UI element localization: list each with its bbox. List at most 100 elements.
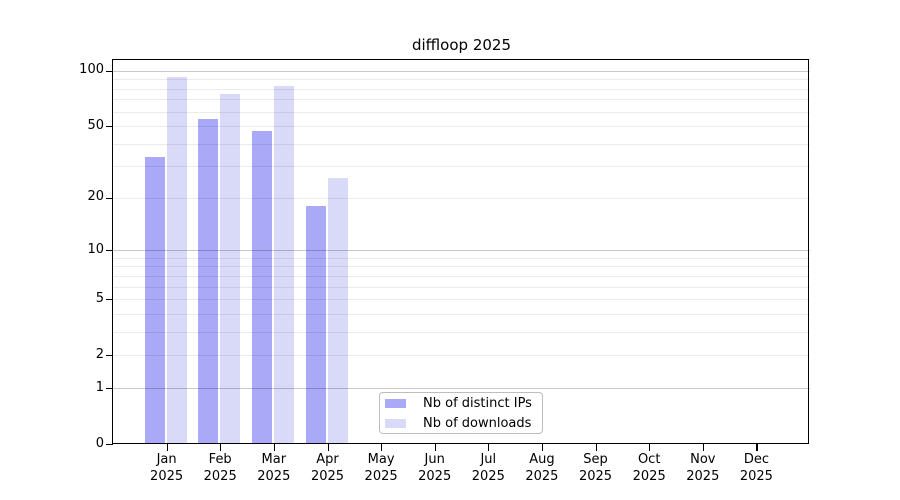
y-tick-label-100: 100 bbox=[79, 62, 104, 78]
x-tick-label-sep: Sep 2025 bbox=[569, 451, 623, 485]
x-tick-mark-sep bbox=[595, 444, 597, 451]
x-tick-mark-apr bbox=[327, 444, 329, 451]
chart-title: diffloop 2025 bbox=[411, 36, 511, 54]
x-tick-year: 2025 bbox=[632, 469, 666, 484]
bar-distinct-ips-apr bbox=[305, 206, 326, 444]
y-tick-mark-50 bbox=[106, 126, 113, 128]
y-tick-label-20: 20 bbox=[87, 189, 104, 205]
x-tick-month: Sep bbox=[583, 452, 608, 467]
x-tick-mark-jun bbox=[434, 444, 436, 451]
x-tick-label-jun: Jun 2025 bbox=[408, 451, 462, 485]
x-tick-month: Mar bbox=[261, 452, 287, 467]
x-tick-year: 2025 bbox=[364, 469, 398, 484]
x-tick-label-oct: Oct 2025 bbox=[622, 451, 676, 485]
x-tick-mark-jan bbox=[166, 444, 168, 451]
x-tick-month: Feb bbox=[208, 452, 232, 467]
y-tick-label-0: 0 bbox=[95, 435, 104, 451]
y-tick-mark-100 bbox=[106, 70, 113, 73]
y-tick-mark-1 bbox=[106, 388, 113, 390]
x-tick-month: Nov bbox=[690, 452, 716, 467]
legend-label-distinct-ips: Nb of distinct IPs bbox=[423, 395, 532, 411]
x-tick-mark-may bbox=[381, 444, 383, 451]
x-tick-label-apr: Apr 2025 bbox=[301, 451, 355, 485]
gridline-minor-70 bbox=[113, 99, 810, 101]
legend: Nb of distinct IPs Nb of downloads bbox=[379, 392, 543, 434]
x-tick-label-jul: Jul 2025 bbox=[461, 451, 515, 485]
x-tick-label-mar: Mar 2025 bbox=[247, 451, 301, 485]
x-tick-year: 2025 bbox=[739, 469, 773, 484]
x-tick-year: 2025 bbox=[257, 469, 291, 484]
bar-distinct-ips-feb bbox=[198, 118, 219, 444]
y-tick-label-5: 5 bbox=[95, 290, 104, 306]
legend-entry-downloads: Nb of downloads bbox=[380, 415, 542, 432]
x-tick-mark-jul bbox=[488, 444, 490, 451]
gridline-minor-4 bbox=[113, 313, 810, 315]
x-tick-mark-dec bbox=[756, 444, 758, 451]
x-tick-mark-feb bbox=[220, 444, 222, 451]
x-tick-label-dec: Dec 2025 bbox=[729, 451, 783, 485]
gridline-minor-8 bbox=[113, 266, 810, 268]
gridline-minor-7 bbox=[113, 275, 810, 277]
x-tick-month: Jun bbox=[424, 452, 445, 467]
gridline-minor-9 bbox=[113, 257, 810, 259]
bar-distinct-ips-jan bbox=[144, 156, 165, 444]
x-tick-year: 2025 bbox=[310, 469, 345, 484]
y-tick-mark-10 bbox=[106, 250, 113, 252]
gridline-minor-40 bbox=[113, 143, 810, 145]
x-tick-year: 2025 bbox=[150, 469, 184, 484]
x-tick-month: Jan bbox=[156, 452, 177, 467]
gridline-minor-80 bbox=[113, 88, 810, 90]
x-tick-label-jan: Jan 2025 bbox=[140, 451, 194, 485]
gridline-minor-5 bbox=[113, 299, 810, 301]
gridline-minor-20 bbox=[113, 197, 810, 199]
legend-entry-distinct-ips: Nb of distinct IPs bbox=[380, 395, 542, 412]
x-tick-month: Dec bbox=[743, 452, 769, 467]
x-tick-year: 2025 bbox=[686, 469, 720, 484]
bar-downloads-apr bbox=[327, 177, 348, 444]
x-tick-mark-aug bbox=[541, 444, 544, 451]
gridline-minor-90 bbox=[113, 79, 810, 81]
legend-label-downloads: Nb of downloads bbox=[423, 415, 532, 431]
gridline-minor-60 bbox=[113, 111, 810, 113]
x-tick-year: 2025 bbox=[578, 469, 613, 484]
x-tick-mark-nov bbox=[702, 444, 704, 451]
y-tick-label-10: 10 bbox=[87, 241, 104, 257]
y-tick-label-50: 50 bbox=[87, 117, 104, 133]
y-tick-mark-0 bbox=[106, 444, 113, 446]
x-tick-month: Aug bbox=[529, 452, 555, 467]
x-tick-label-feb: Feb 2025 bbox=[193, 451, 247, 485]
x-tick-year: 2025 bbox=[525, 469, 559, 484]
gridline-major-100 bbox=[113, 70, 810, 72]
x-tick-year: 2025 bbox=[418, 469, 452, 484]
legend-swatch-distinct-ips bbox=[385, 398, 406, 408]
x-tick-year: 2025 bbox=[203, 469, 237, 484]
y-tick-mark-2 bbox=[106, 355, 113, 357]
x-tick-mark-oct bbox=[649, 444, 651, 451]
bar-downloads-mar bbox=[273, 85, 294, 444]
legend-swatch-downloads bbox=[385, 418, 406, 428]
gridline-minor-30 bbox=[113, 166, 810, 168]
gridline-major-1 bbox=[113, 388, 810, 389]
bar-downloads-feb bbox=[220, 93, 241, 444]
x-tick-label-may: May 2025 bbox=[354, 451, 408, 485]
gridline-minor-2 bbox=[113, 355, 810, 357]
y-tick-label-1: 1 bbox=[95, 379, 104, 395]
x-tick-month: Jul bbox=[480, 452, 497, 467]
bar-downloads-jan bbox=[166, 76, 187, 444]
x-tick-year: 2025 bbox=[471, 469, 505, 484]
gridline-major-10 bbox=[113, 250, 810, 252]
y-tick-label-2: 2 bbox=[95, 346, 104, 362]
bar-distinct-ips-mar bbox=[251, 131, 272, 444]
x-tick-month: May bbox=[367, 452, 395, 467]
x-tick-label-nov: Nov 2025 bbox=[676, 451, 730, 485]
y-tick-mark-5 bbox=[106, 299, 113, 301]
gridline-minor-6 bbox=[113, 286, 810, 288]
y-tick-mark-20 bbox=[106, 197, 113, 200]
x-tick-month: Oct bbox=[637, 452, 661, 467]
gridline-minor-3 bbox=[113, 331, 810, 333]
x-tick-mark-mar bbox=[273, 444, 275, 451]
gridline-minor-50 bbox=[113, 126, 810, 128]
x-tick-month: Apr bbox=[316, 452, 339, 467]
x-tick-label-aug: Aug 2025 bbox=[515, 451, 569, 485]
